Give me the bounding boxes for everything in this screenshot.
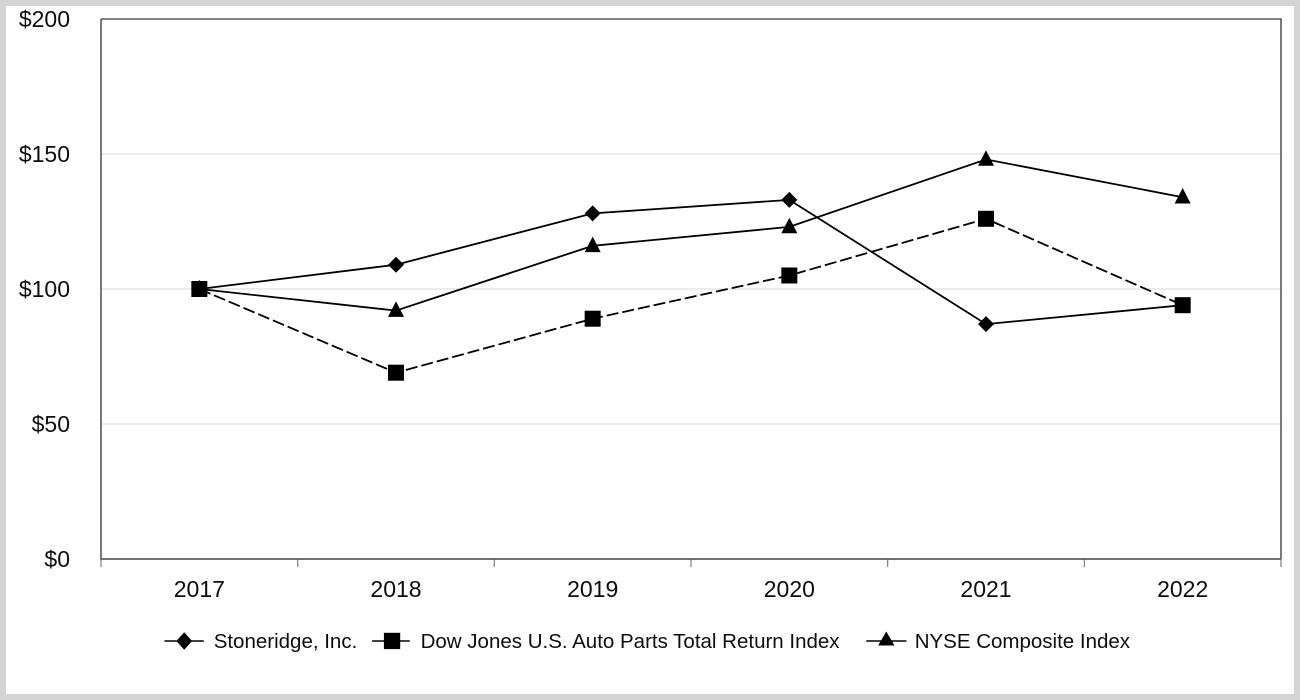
svg-text:Dow Jones U.S. Auto Parts Tota: Dow Jones U.S. Auto Parts Total Return I… — [421, 630, 841, 653]
svg-text:$50: $50 — [32, 411, 70, 437]
svg-text:$150: $150 — [19, 141, 70, 167]
svg-text:$100: $100 — [19, 276, 70, 302]
svg-text:2021: 2021 — [960, 576, 1011, 602]
svg-text:$200: $200 — [19, 6, 70, 32]
svg-text:2022: 2022 — [1157, 576, 1208, 602]
svg-text:2020: 2020 — [764, 576, 815, 602]
svg-text:2019: 2019 — [567, 576, 618, 602]
svg-text:NYSE Composite Index: NYSE Composite Index — [915, 630, 1131, 653]
svg-text:$0: $0 — [44, 546, 70, 572]
svg-text:2017: 2017 — [174, 576, 225, 602]
svg-text:Stoneridge, Inc.: Stoneridge, Inc. — [214, 630, 358, 653]
svg-text:2018: 2018 — [370, 576, 421, 602]
